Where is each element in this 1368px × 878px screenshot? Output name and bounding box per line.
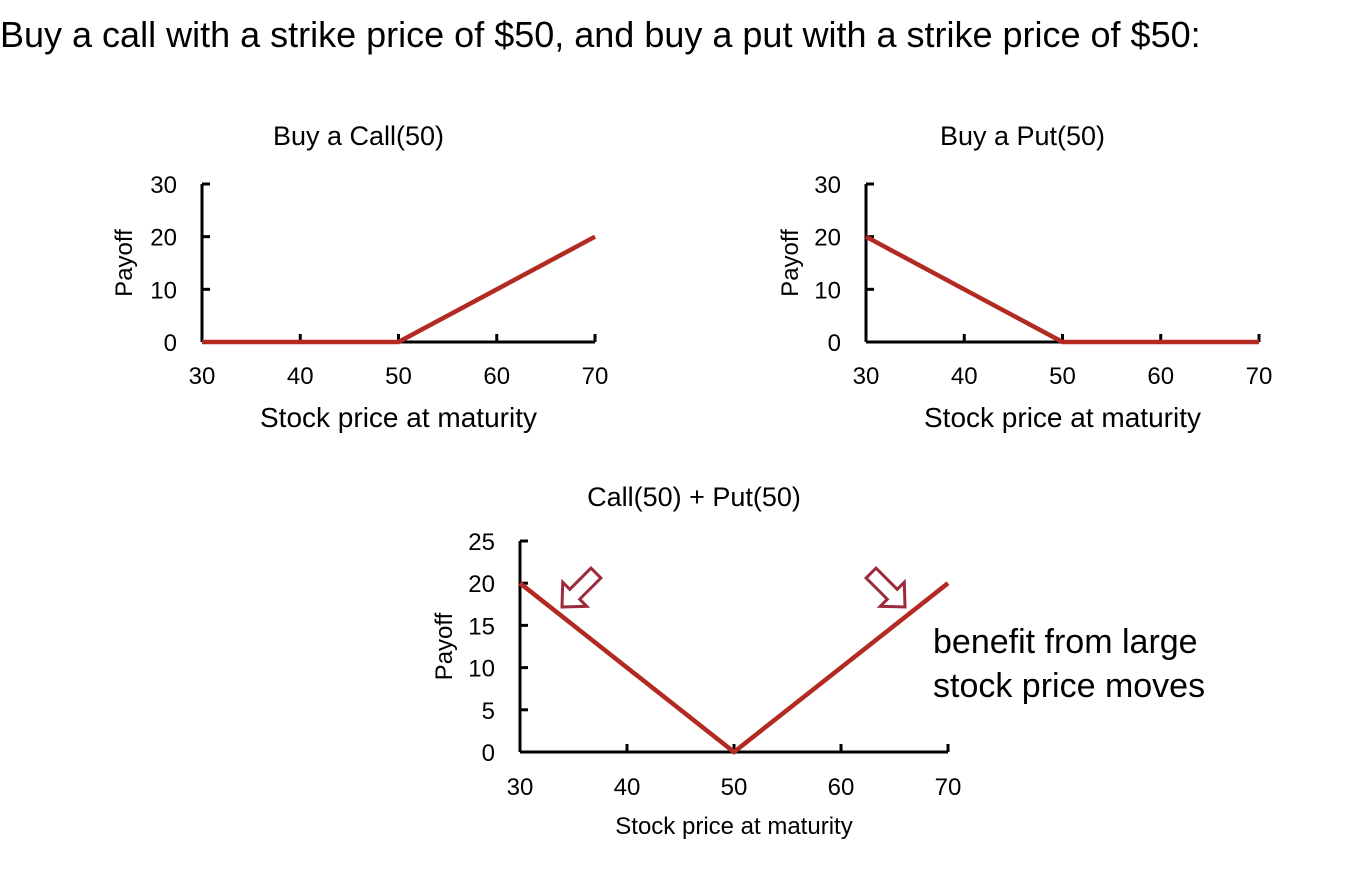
x-tick-label: 70 [1246, 363, 1273, 390]
x-tick-label: 50 [385, 363, 412, 390]
x-tick-label: 30 [853, 363, 880, 390]
y-tick-label: 20 [468, 571, 495, 598]
x-tick-label: 60 [1147, 363, 1174, 390]
y-axis-label: Payoff [111, 229, 138, 297]
put-payoff-chart: Buy a Put(50) 0 10 20 30 30 40 50 60 70 Stock pric… [777, 121, 1273, 433]
x-tick-label: 50 [721, 774, 748, 801]
chart-title: Buy a Put(50) [940, 121, 1105, 151]
chart-title: Buy a Call(50) [273, 121, 444, 151]
y-tick-label: 20 [150, 225, 177, 252]
x-tick-label: 50 [1049, 363, 1076, 390]
x-tick-label: 60 [483, 363, 510, 390]
y-axis-label: Payoff [431, 612, 458, 680]
call-payoff-chart: Buy a Call(50) 0 10 20 30 30 40 50 60 70 Stock pri… [111, 121, 609, 433]
y-tick-label: 30 [150, 172, 177, 199]
right-arrow-icon [863, 565, 907, 609]
annotation-line-1: benefit from large [933, 623, 1198, 661]
page-heading: Buy a call with a strike price of $50, a… [0, 14, 1201, 55]
x-tick-label: 40 [951, 363, 978, 390]
chart-title: Call(50) + Put(50) [587, 482, 801, 512]
x-tick-label: 30 [507, 774, 534, 801]
y-axis-label: Payoff [777, 229, 804, 297]
annotation-line-2: stock price moves [933, 667, 1206, 705]
y-tick-label: 0 [482, 740, 495, 767]
x-tick-label: 60 [828, 774, 855, 801]
payoff-line [202, 234, 597, 345]
y-tick-label: 10 [468, 656, 495, 683]
y-tick-label: 10 [150, 277, 177, 304]
annotation-text: benefit from large stock price moves [933, 620, 1205, 708]
payoff-line [518, 581, 950, 755]
combined-payoff-chart: Call(50) + Put(50) 0 5 10 15 20 25 30 40 50 60 70 St… [431, 482, 962, 840]
x-axis-label: Stock price at maturity [260, 402, 537, 433]
y-tick-label: 0 [164, 330, 177, 357]
left-arrow-icon [560, 565, 604, 609]
x-tick-label: 40 [287, 363, 314, 390]
x-tick-label: 40 [614, 774, 641, 801]
x-axis-label: Stock price at maturity [924, 402, 1201, 433]
y-tick-label: 20 [814, 225, 841, 252]
y-tick-label: 30 [814, 172, 841, 199]
payoff-line [864, 234, 1259, 345]
y-tick-label: 10 [814, 277, 841, 304]
x-axis-label: Stock price at maturity [615, 813, 852, 840]
x-tick-label: 30 [189, 363, 216, 390]
y-tick-label: 0 [828, 330, 841, 357]
y-tick-label: 25 [468, 529, 495, 556]
y-tick-label: 5 [482, 698, 495, 725]
x-tick-label: 70 [935, 774, 962, 801]
y-tick-label: 15 [468, 613, 495, 640]
x-tick-label: 70 [582, 363, 609, 390]
